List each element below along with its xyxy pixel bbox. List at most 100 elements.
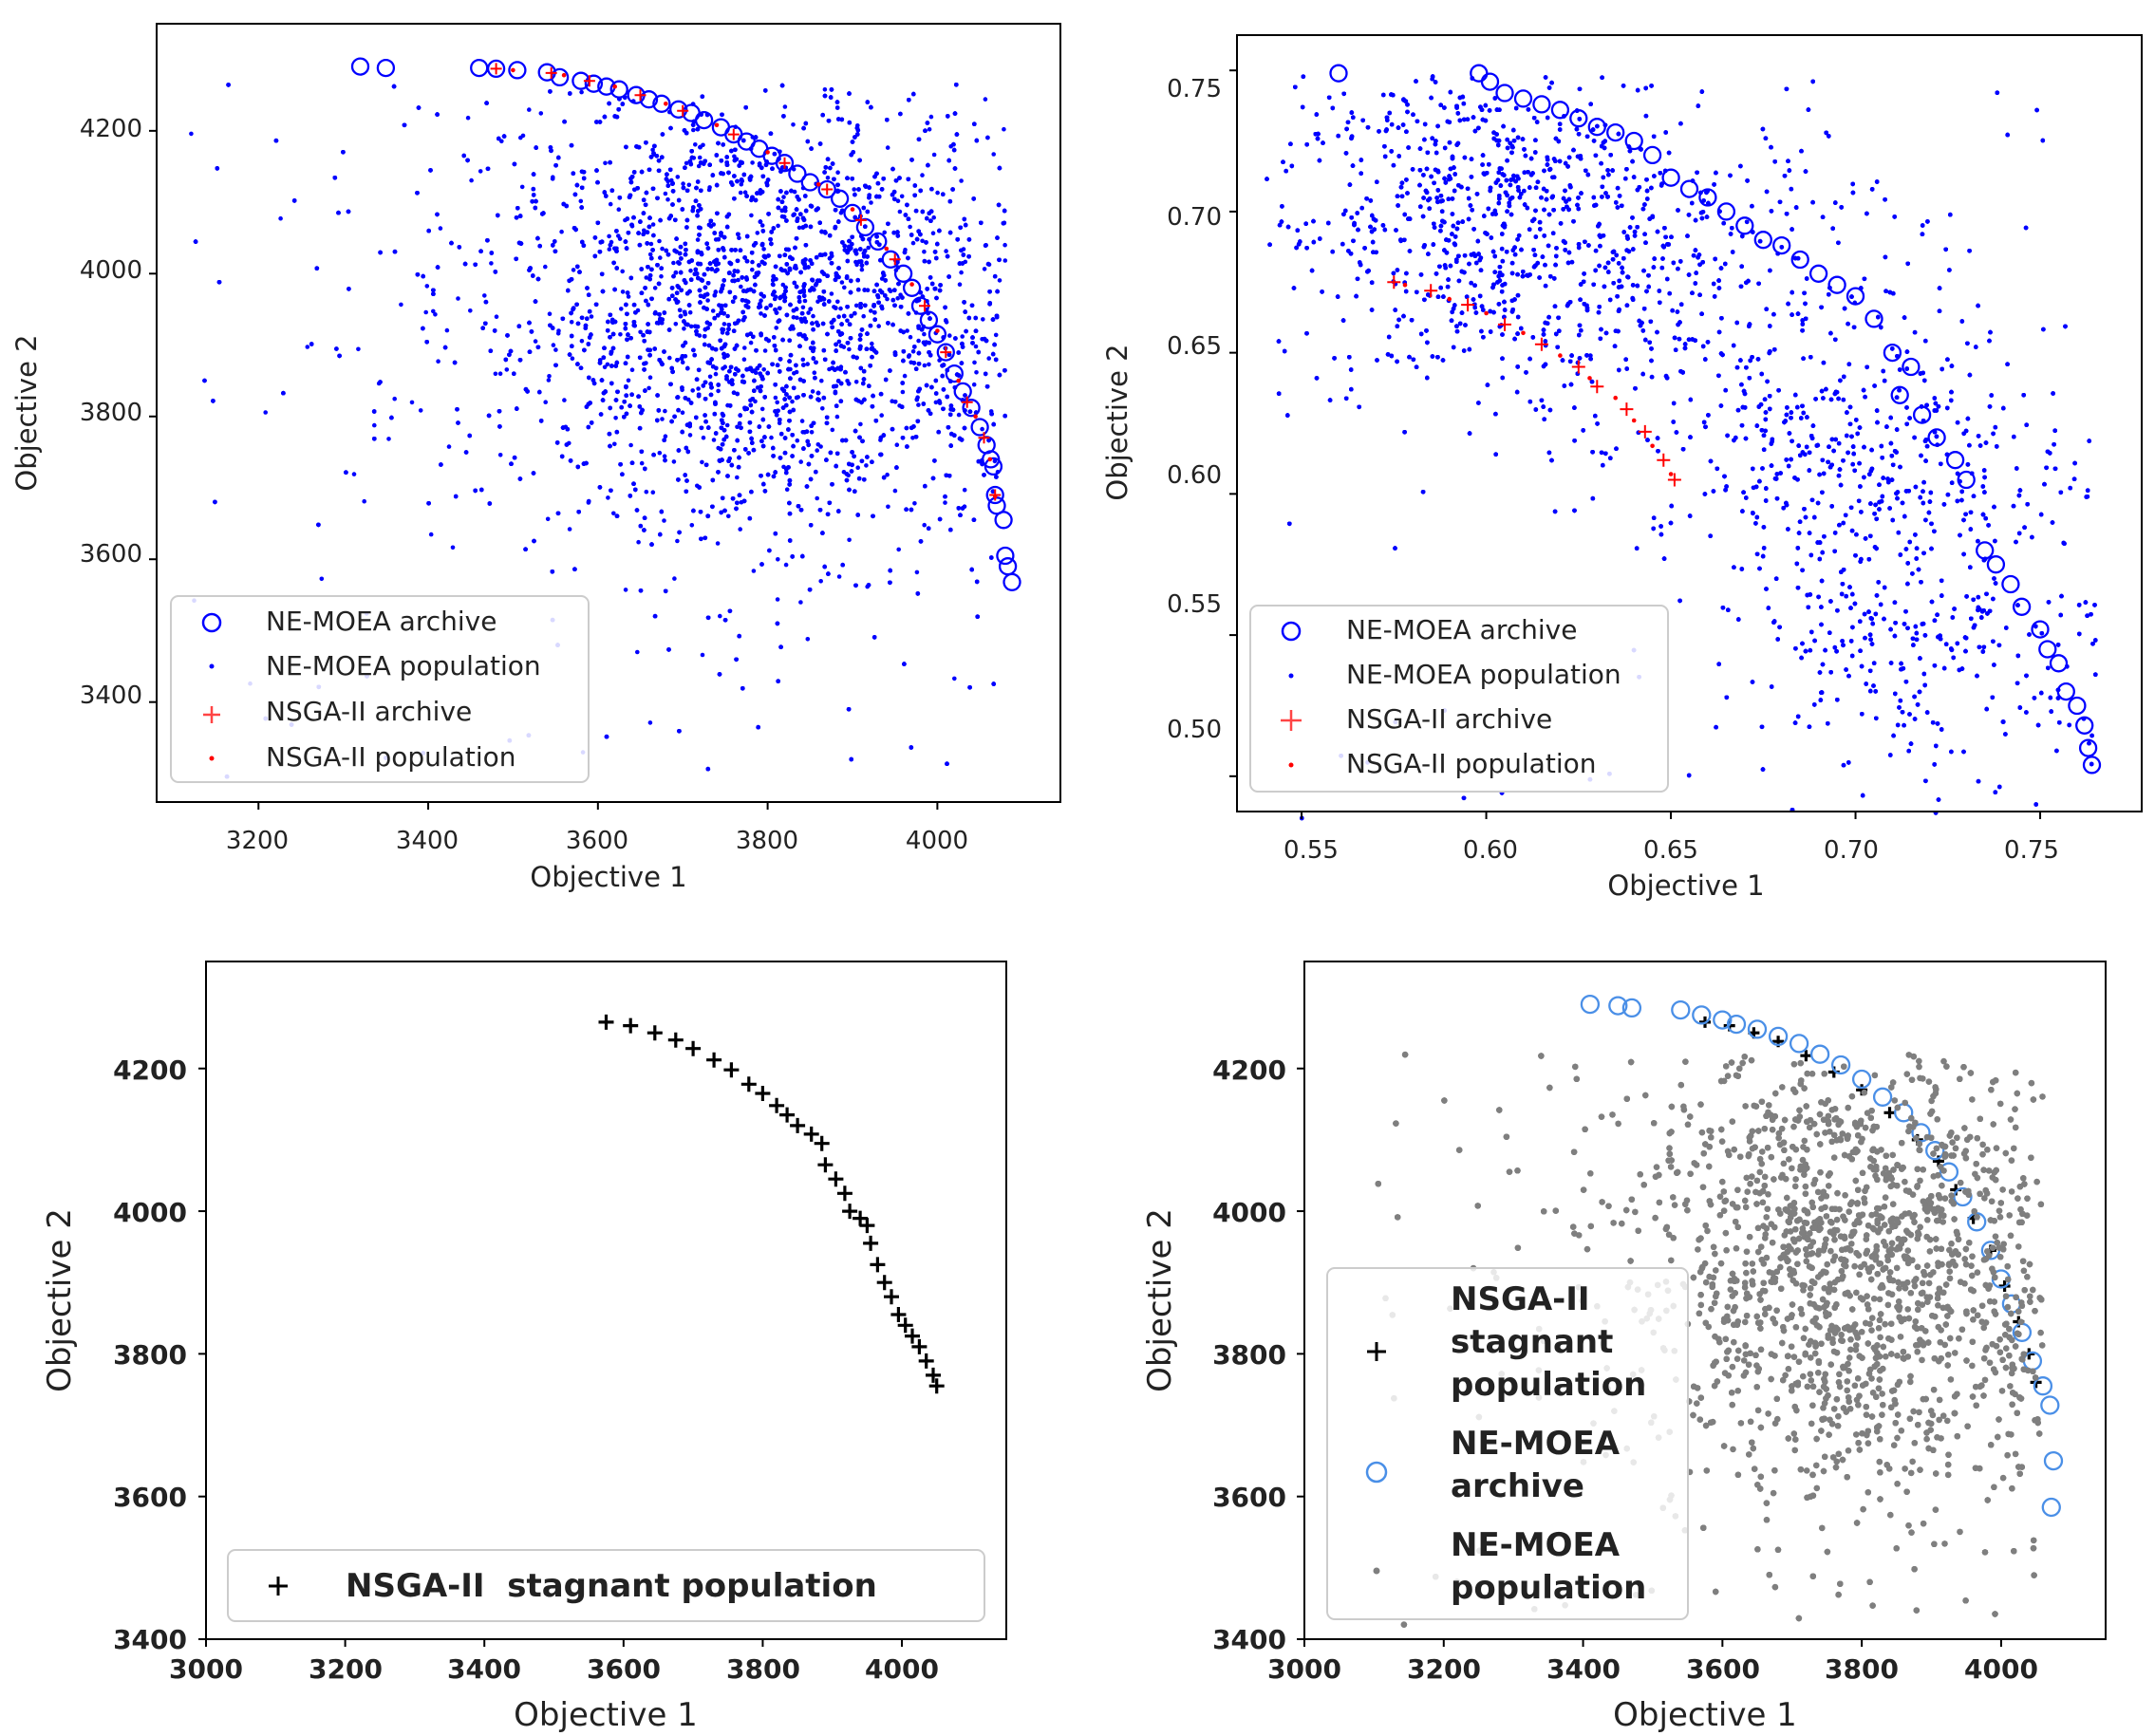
ne-moea-population-point bbox=[908, 224, 912, 230]
ne-moea-population-point bbox=[550, 177, 555, 181]
ne-moea-population-point bbox=[433, 312, 438, 317]
ne-moea-population-point bbox=[538, 111, 544, 116]
ne-moea-population-point bbox=[718, 613, 722, 619]
ne-moea-population-point bbox=[974, 370, 979, 375]
ne-moea-population-point bbox=[879, 413, 884, 418]
ne-moea-population-point bbox=[829, 291, 834, 296]
ne-moea-population-point bbox=[847, 537, 852, 543]
ne-moea-population-point bbox=[866, 245, 871, 251]
ne-moea-population-point bbox=[865, 209, 871, 215]
ne-moea-archive-point bbox=[817, 179, 836, 199]
ne-moea-population-point bbox=[620, 289, 626, 294]
ne-moea-population-point bbox=[671, 260, 676, 266]
ne-moea-population-point bbox=[869, 200, 873, 205]
ne-moea-population-point bbox=[670, 293, 675, 299]
ne-moea-population-point bbox=[809, 430, 815, 435]
ne-moea-population-point bbox=[688, 268, 693, 273]
ne-moea-population-point bbox=[372, 422, 377, 428]
ne-moea-population-point bbox=[836, 314, 841, 320]
ne-moea-population-point bbox=[885, 145, 890, 150]
ne-moea-population-point bbox=[726, 513, 731, 519]
ne-moea-population-point bbox=[635, 649, 640, 655]
ne-moea-population-point bbox=[520, 133, 526, 139]
ne-moea-population-point bbox=[579, 89, 584, 95]
ne-moea-population-point bbox=[469, 177, 474, 183]
ne-moea-population-point bbox=[896, 547, 901, 552]
ne-moea-population-point bbox=[759, 311, 763, 316]
ne-moea-population-point bbox=[713, 371, 719, 377]
ne-moea-population-point bbox=[792, 189, 797, 195]
ne-moea-archive-point bbox=[800, 173, 819, 192]
ne-moea-population-point bbox=[916, 402, 921, 407]
ne-moea-population-point bbox=[973, 344, 979, 349]
ne-moea-population-point bbox=[696, 386, 701, 391]
ne-moea-population-point bbox=[697, 155, 703, 160]
ne-moea-population-point bbox=[680, 410, 685, 416]
ne-moea-population-point bbox=[608, 201, 613, 207]
ne-moea-population-point bbox=[660, 246, 665, 252]
ne-moea-population-point bbox=[762, 348, 768, 353]
ne-moea-archive-point bbox=[953, 382, 972, 401]
ne-moea-population-point bbox=[497, 371, 503, 377]
ne-moea-population-point bbox=[493, 371, 498, 377]
ne-moea-archive-point bbox=[985, 485, 1004, 505]
ne-moea-population-point bbox=[482, 293, 487, 298]
ne-moea-population-point bbox=[825, 176, 831, 180]
ne-moea-population-point bbox=[888, 289, 893, 294]
ne-moea-population-point bbox=[733, 124, 739, 129]
ne-moea-population-point bbox=[808, 523, 814, 528]
ne-moea-population-point bbox=[795, 315, 799, 321]
ne-moea-population-point bbox=[905, 328, 909, 333]
ne-moea-population-point bbox=[852, 187, 856, 192]
ne-moea-population-point bbox=[847, 346, 852, 352]
ne-moea-archive-point bbox=[486, 59, 506, 79]
ne-moea-population-point bbox=[737, 235, 741, 240]
ne-moea-population-point bbox=[993, 332, 999, 338]
ne-moea-population-point bbox=[835, 170, 840, 175]
ne-moea-population-point bbox=[442, 345, 448, 350]
ne-moea-population-point bbox=[628, 442, 633, 448]
ne-moea-population-point bbox=[780, 282, 786, 288]
ne-moea-population-point bbox=[658, 217, 663, 223]
ne-moea-population-point bbox=[499, 139, 504, 144]
ne-moea-population-point bbox=[738, 190, 743, 196]
ne-moea-population-point bbox=[895, 198, 901, 203]
ne-moea-population-point bbox=[461, 153, 467, 159]
ne-moea-population-point bbox=[773, 395, 778, 401]
ne-moea-population-point bbox=[810, 389, 815, 394]
ne-moea-population-point bbox=[468, 308, 473, 313]
ne-moea-population-point bbox=[735, 475, 740, 480]
ne-moea-population-point bbox=[424, 284, 430, 289]
ne-moea-population-point bbox=[725, 313, 730, 319]
ne-moea-population-point bbox=[607, 233, 611, 239]
ne-moea-population-point bbox=[716, 388, 721, 394]
ne-moea-population-point bbox=[759, 223, 765, 228]
ne-moea-archive-point bbox=[584, 74, 604, 93]
ne-moea-archive-point bbox=[902, 278, 922, 297]
ne-moea-population-point bbox=[751, 569, 757, 573]
ne-moea-population-point bbox=[971, 382, 977, 387]
ne-moea-population-point bbox=[748, 340, 754, 345]
ne-moea-population-point bbox=[423, 309, 429, 315]
ne-moea-population-point bbox=[802, 298, 808, 304]
ne-moea-population-point bbox=[922, 249, 927, 254]
ne-moea-population-point bbox=[663, 434, 668, 439]
ne-moea-population-point bbox=[910, 436, 915, 440]
ne-moea-population-point bbox=[836, 574, 842, 579]
ne-moea-population-point bbox=[686, 397, 691, 402]
ne-moea-population-point bbox=[202, 378, 207, 383]
ne-moea-population-point bbox=[556, 328, 561, 333]
ne-moea-population-point bbox=[497, 453, 503, 457]
ne-moea-population-point bbox=[927, 362, 931, 367]
ne-moea-population-point bbox=[647, 720, 653, 725]
ne-moea-population-point bbox=[882, 230, 887, 235]
ne-moea-population-point bbox=[855, 465, 860, 471]
ne-moea-population-point bbox=[189, 131, 194, 137]
ne-moea-population-point bbox=[547, 311, 553, 317]
ne-moea-population-point bbox=[543, 400, 548, 405]
ne-moea-population-point bbox=[890, 399, 894, 404]
ne-moea-population-point bbox=[908, 334, 913, 340]
ne-moea-population-point bbox=[916, 338, 921, 344]
ne-moea-population-point bbox=[895, 296, 900, 301]
